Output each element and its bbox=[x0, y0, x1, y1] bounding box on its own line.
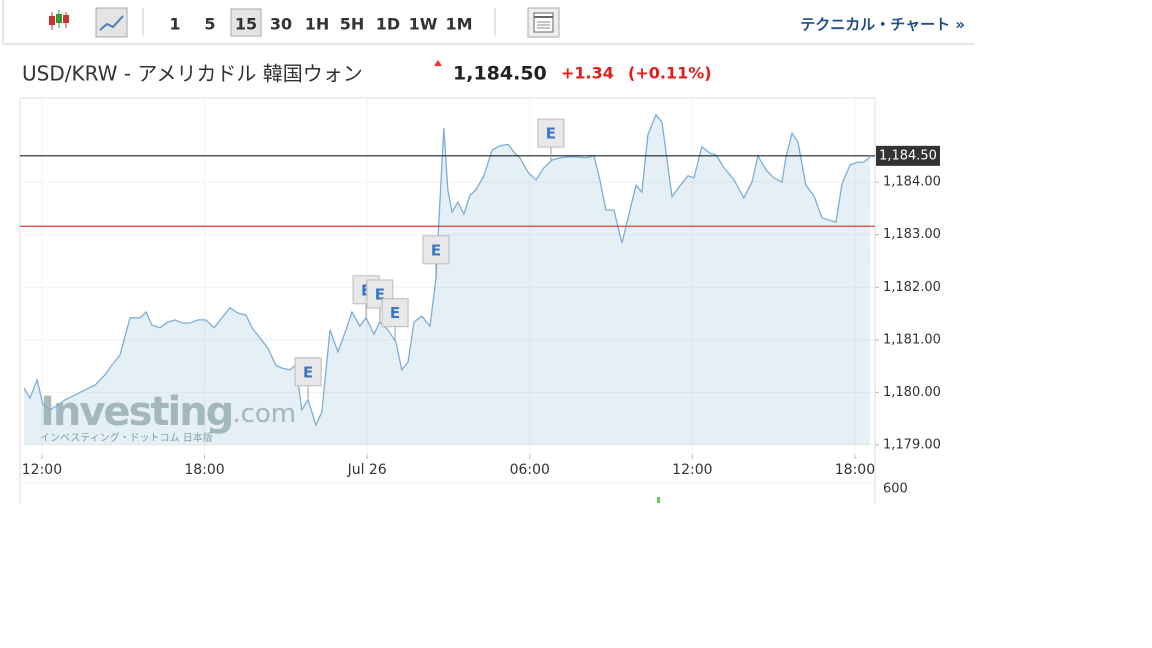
current-price-box bbox=[876, 145, 940, 166]
interval-button[interactable]: 1M bbox=[445, 15, 472, 34]
x-tick-label: 12:00 bbox=[672, 462, 712, 478]
selected-interval-box bbox=[230, 8, 262, 37]
x-tick-label: 12:00 bbox=[22, 462, 62, 478]
event-marker[interactable] bbox=[294, 357, 322, 387]
interval-button[interactable]: 1H bbox=[305, 15, 330, 34]
event-label: E bbox=[303, 363, 313, 381]
interval-button[interactable]: 1W bbox=[409, 15, 438, 34]
price-change-pct: (+0.11%) bbox=[628, 64, 712, 83]
interval-button[interactable]: 15 bbox=[235, 15, 257, 34]
y-tick-label: 1,184.00 bbox=[883, 175, 941, 190]
interval-button[interactable]: 1D bbox=[376, 15, 400, 34]
event-label: E bbox=[361, 281, 371, 299]
event-label: E bbox=[546, 125, 556, 143]
event-label: E bbox=[390, 304, 400, 322]
interval-button[interactable]: 5H bbox=[340, 15, 365, 34]
layout-icon[interactable] bbox=[527, 7, 560, 38]
up-arrow bbox=[434, 60, 442, 66]
price-change: +1.34 bbox=[561, 64, 614, 83]
y-tick-label: 1,183.00 bbox=[883, 227, 941, 242]
event-marker[interactable] bbox=[537, 118, 565, 148]
event-label: E bbox=[431, 241, 441, 259]
watermark-suffix: .com bbox=[232, 399, 296, 429]
watermark-tagline: インベスティング・ドットコム 日本版 bbox=[40, 431, 213, 444]
event-marker[interactable] bbox=[422, 235, 450, 265]
interval-button[interactable]: 1 bbox=[169, 15, 180, 34]
technical-link[interactable]: テクニカル・チャート » bbox=[800, 16, 965, 34]
event-marker[interactable] bbox=[381, 298, 409, 328]
x-tick-label: 06:00 bbox=[510, 462, 550, 478]
y-tick-label: 1,180.00 bbox=[883, 385, 941, 400]
area-fill bbox=[24, 114, 870, 446]
line-icon[interactable] bbox=[95, 7, 128, 38]
x-tick-label: Jul 26 bbox=[347, 462, 387, 478]
x-tick-label: 18:00 bbox=[184, 462, 224, 478]
interval-button[interactable]: 5 bbox=[204, 15, 215, 34]
interval-button[interactable]: 30 bbox=[270, 15, 292, 34]
y-tick-label: 1,181.00 bbox=[883, 332, 941, 347]
volume-tick-label: 600 bbox=[883, 482, 908, 497]
event-label: E bbox=[375, 285, 385, 303]
y-tick-label: 1,179.00 bbox=[883, 438, 941, 453]
y-tick-label: 1,182.00 bbox=[883, 280, 941, 295]
pair-title: USD/KRW - アメリカドル 韓国ウォン bbox=[22, 62, 363, 86]
volume-bar bbox=[657, 497, 660, 503]
candle-icon[interactable] bbox=[49, 10, 69, 30]
x-tick-label: 18:00 bbox=[835, 462, 875, 478]
current-price-label: 1,184.50 bbox=[879, 148, 937, 163]
price-line bbox=[23, 113, 871, 427]
last-price: 1,184.50 bbox=[453, 63, 547, 85]
